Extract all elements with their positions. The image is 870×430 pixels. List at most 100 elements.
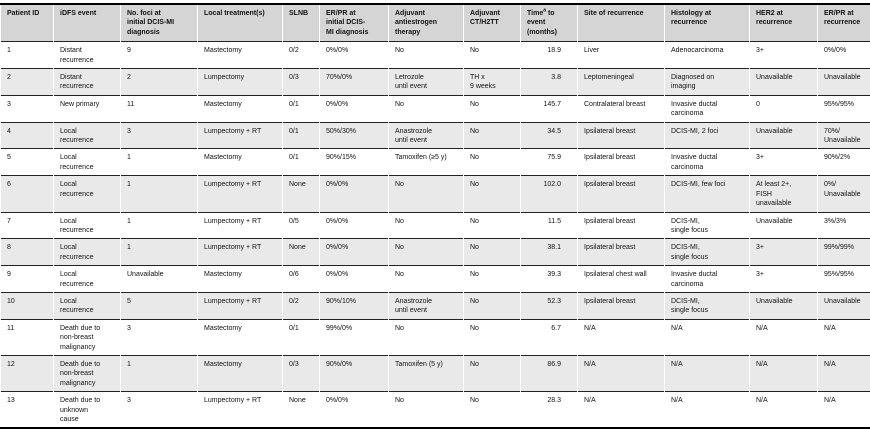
cell-slnb: None — [283, 391, 319, 428]
cell-adjuvant-ct-h2tt: No — [464, 318, 520, 355]
cell-slnb: 0/1 — [283, 148, 319, 176]
cell-patient-id: 1 — [1, 41, 53, 69]
table-row: 4 Local recurrence 3 Lumpectomy + RT 0/1 50%/… — [1, 121, 870, 149]
cell-her2-at-recurrence: 3+ — [750, 41, 817, 69]
cell-histology-at-recurrence: DCIS-MI, single focus — [665, 238, 749, 266]
table-row: 7 Local recurrence 1 Lumpectomy + RT 0/5 0%/0… — [1, 211, 870, 239]
cell-slnb: 0/1 — [283, 94, 319, 122]
cell-idfs-event: Distant recurrence — [54, 68, 120, 95]
table-header: Patient ID iDFS event No. foci at initia… — [1, 5, 870, 42]
cell-time-to-event: 28.3 — [521, 391, 577, 428]
col-header-time-to-event: Timea to event (months) — [521, 5, 577, 42]
cell-adjuvant-antiestrogen: Tamoxifen (≥5 y) — [389, 148, 463, 176]
cell-local-treatment: Lumpectomy + RT — [198, 291, 282, 319]
cell-her2-at-recurrence: 0 — [750, 94, 817, 122]
cell-site-of-recurrence: N/A — [578, 354, 664, 392]
cell-adjuvant-antiestrogen: No — [389, 318, 463, 355]
table-row: 6 Local recurrence 1 Lumpectomy + RT None 0%/… — [1, 175, 870, 212]
cell-local-treatment: Lumpectomy + RT — [198, 121, 282, 149]
cell-local-treatment: Lumpectomy + RT — [198, 211, 282, 239]
cell-idfs-event: Distant recurrence — [54, 41, 120, 69]
cell-time-to-event: 6.7 — [521, 318, 577, 355]
cell-histology-at-recurrence: N/A — [665, 354, 749, 392]
cell-slnb: 0/2 — [283, 41, 319, 69]
cell-slnb: 0/6 — [283, 265, 319, 292]
cell-time-to-event: 11.5 — [521, 211, 577, 239]
cell-patient-id: 12 — [1, 354, 53, 392]
table-row: 3 New primary 11 Mastectomy 0/1 0%/0% No No 145.… — [1, 94, 870, 122]
cell-adjuvant-antiestrogen: No — [389, 211, 463, 239]
cell-time-to-event: 75.9 — [521, 148, 577, 176]
cell-slnb: None — [283, 175, 319, 212]
col-header-her2-at-recurrence: HER2 at recurrence — [750, 5, 817, 42]
cell-no-foci-initial: 1 — [121, 354, 197, 392]
cell-adjuvant-ct-h2tt: No — [464, 354, 520, 392]
cell-site-of-recurrence: Ipsilateral breast — [578, 121, 664, 149]
cell-adjuvant-antiestrogen: No — [389, 238, 463, 266]
cell-histology-at-recurrence: Adenocarcinoma — [665, 41, 749, 69]
cell-patient-id: 10 — [1, 291, 53, 319]
cell-site-of-recurrence: N/A — [578, 391, 664, 428]
cell-adjuvant-ct-h2tt: No — [464, 211, 520, 239]
cell-er-pr-at-recurrence: 0%/0% — [818, 41, 870, 69]
cell-site-of-recurrence: N/A — [578, 318, 664, 355]
table-row: 13 Death due to unknown cause 3 Lumpectomy … — [1, 391, 870, 428]
cell-slnb: 0/1 — [283, 318, 319, 355]
cell-time-to-event: 39.3 — [521, 265, 577, 292]
cell-no-foci-initial: 9 — [121, 41, 197, 69]
cell-slnb: 0/3 — [283, 68, 319, 95]
cell-er-pr-initial: 0%/0% — [320, 41, 388, 69]
cell-local-treatment: Lumpectomy — [198, 68, 282, 95]
cell-er-pr-initial: 90%/15% — [320, 148, 388, 176]
cell-idfs-event: Local recurrence — [54, 121, 120, 149]
cell-time-to-event: 38.1 — [521, 238, 577, 266]
cell-time-to-event: 102.0 — [521, 175, 577, 212]
cell-er-pr-at-recurrence: 99%/99% — [818, 238, 870, 266]
cell-slnb: 0/1 — [283, 121, 319, 149]
cell-her2-at-recurrence: 3+ — [750, 238, 817, 266]
cell-her2-at-recurrence: Unavailable — [750, 291, 817, 319]
cell-no-foci-initial: 1 — [121, 175, 197, 212]
cell-histology-at-recurrence: DCIS-MI, 2 foci — [665, 121, 749, 149]
cell-adjuvant-ct-h2tt: No — [464, 265, 520, 292]
table-row: 1 Distant recurrence 9 Mastectomy 0/2 0%/0% No… — [1, 41, 870, 69]
cell-no-foci-initial: 1 — [121, 148, 197, 176]
col-header-slnb: SLNB — [283, 5, 319, 42]
table-row: 9 Local recurrence Unavailable Mastectomy 0/… — [1, 265, 870, 292]
table-body: 1 Distant recurrence 9 Mastectomy 0/2 0%/0% No… — [1, 41, 870, 428]
cell-histology-at-recurrence: Invasive ductal carcinoma — [665, 148, 749, 176]
cell-er-pr-initial: 0%/0% — [320, 211, 388, 239]
cell-slnb: 0/3 — [283, 354, 319, 392]
cell-her2-at-recurrence: Unavailable — [750, 68, 817, 95]
cell-adjuvant-ct-h2tt: No — [464, 291, 520, 319]
cell-time-to-event: 3.8 — [521, 68, 577, 95]
cell-adjuvant-antiestrogen: No — [389, 41, 463, 69]
col-header-adjuvant-ct-h2tt: Adjuvant CT/H2TT — [464, 5, 520, 42]
patient-outcomes-table: Patient ID iDFS event No. foci at initia… — [0, 5, 870, 428]
cell-her2-at-recurrence: N/A — [750, 354, 817, 392]
cell-patient-id: 13 — [1, 391, 53, 428]
cell-her2-at-recurrence: 3+ — [750, 148, 817, 176]
cell-histology-at-recurrence: Diagnosed on imaging — [665, 68, 749, 95]
cell-adjuvant-ct-h2tt: No — [464, 391, 520, 428]
cell-local-treatment: Mastectomy — [198, 148, 282, 176]
cell-patient-id: 7 — [1, 211, 53, 239]
cell-adjuvant-antiestrogen: Anastrozole until event — [389, 291, 463, 319]
cell-site-of-recurrence: Leptomeningeal — [578, 68, 664, 95]
cell-histology-at-recurrence: Invasive ductal carcinoma — [665, 265, 749, 292]
cell-er-pr-initial: 0%/0% — [320, 175, 388, 212]
cell-idfs-event: Local recurrence — [54, 265, 120, 292]
cell-er-pr-initial: 0%/0% — [320, 265, 388, 292]
cell-patient-id: 6 — [1, 175, 53, 212]
cell-adjuvant-antiestrogen: No — [389, 175, 463, 212]
cell-adjuvant-antiestrogen: Anastrozole until event — [389, 121, 463, 149]
table-row: 5 Local recurrence 1 Mastectomy 0/1 90%/15% Ta… — [1, 148, 870, 176]
cell-site-of-recurrence: Ipsilateral breast — [578, 211, 664, 239]
col-header-site-of-recurrence: Site of recurrence — [578, 5, 664, 42]
cell-patient-id: 4 — [1, 121, 53, 149]
cell-adjuvant-antiestrogen: Letrozole until event — [389, 68, 463, 95]
cell-adjuvant-ct-h2tt: No — [464, 94, 520, 122]
cell-er-pr-at-recurrence: 95%/95% — [818, 265, 870, 292]
col-header-patient-id: Patient ID — [1, 5, 53, 42]
cell-time-to-event: 86.9 — [521, 354, 577, 392]
